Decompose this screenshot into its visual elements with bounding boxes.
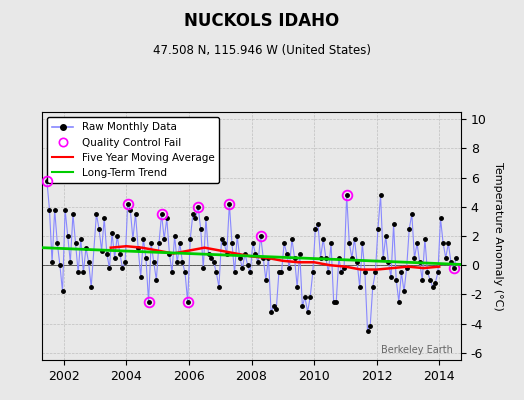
Y-axis label: Temperature Anomaly (°C): Temperature Anomaly (°C) [494, 162, 504, 310]
Text: 47.508 N, 115.946 W (United States): 47.508 N, 115.946 W (United States) [153, 44, 371, 57]
Legend: Raw Monthly Data, Quality Control Fail, Five Year Moving Average, Long-Term Tren: Raw Monthly Data, Quality Control Fail, … [47, 117, 220, 183]
Text: NUCKOLS IDAHO: NUCKOLS IDAHO [184, 12, 340, 30]
Text: Berkeley Earth: Berkeley Earth [381, 345, 453, 355]
